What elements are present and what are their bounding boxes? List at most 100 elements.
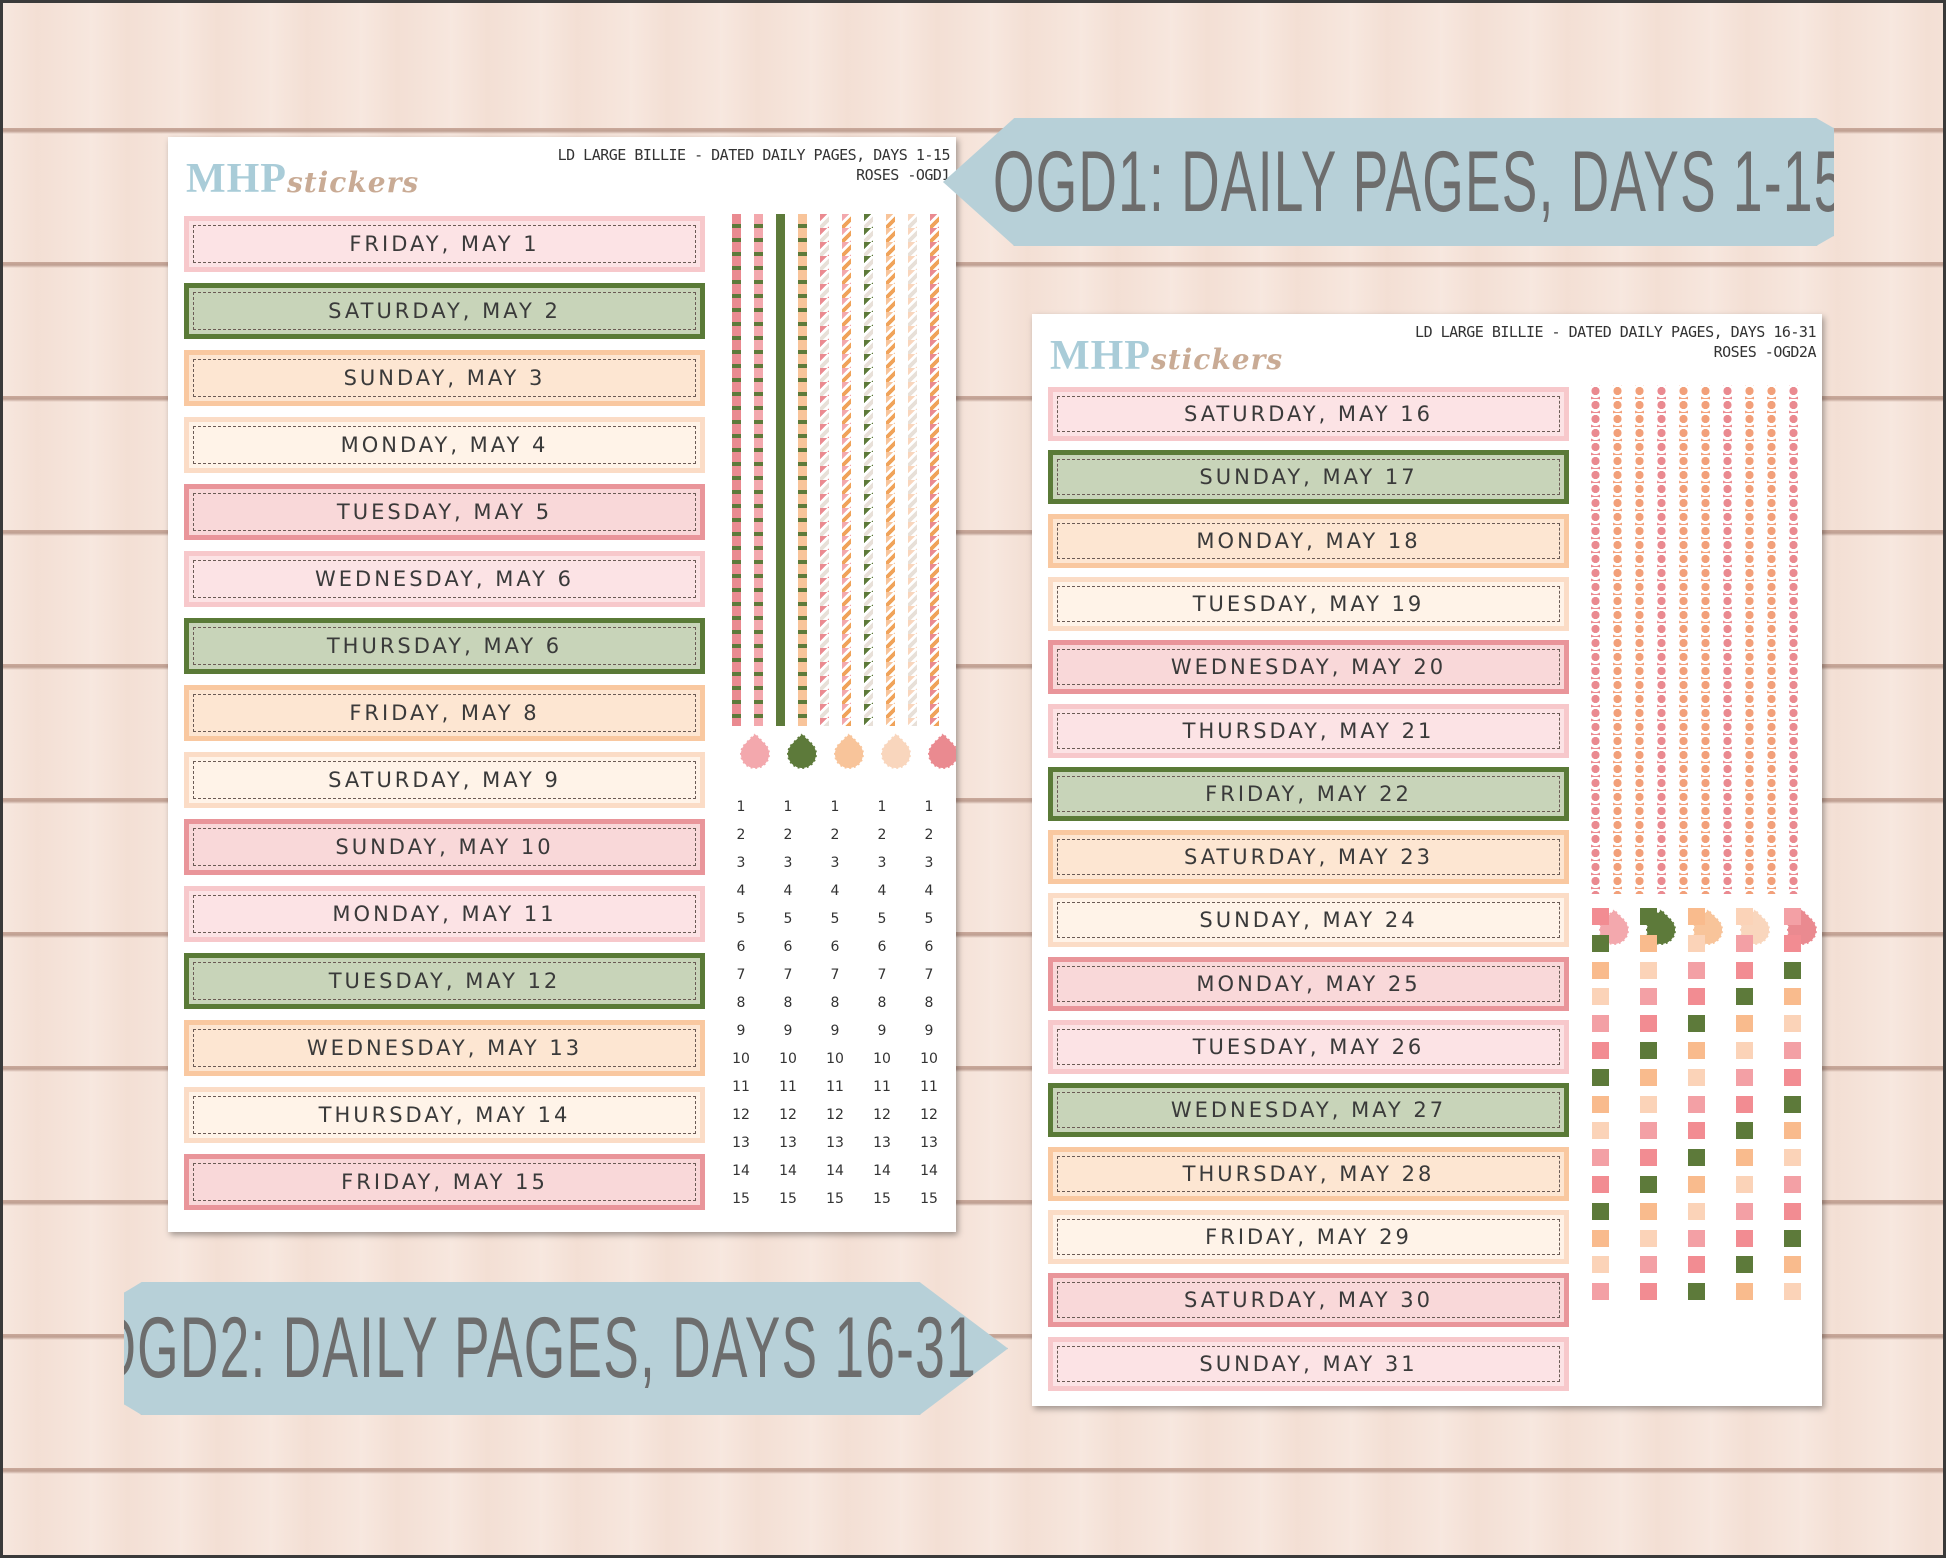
day-label: SUNDAY, MAY 17 <box>1048 450 1569 505</box>
dashed-border <box>193 426 696 464</box>
day-label-text: SATURDAY, MAY 2 <box>328 299 561 323</box>
day-label: SATURDAY, MAY 16 <box>1048 387 1569 441</box>
washi-strip <box>1723 385 1732 894</box>
washi-strip <box>1591 385 1600 894</box>
header-line: LD LARGE BILLIE - DATED DAILY PAGES, DAY… <box>557 146 951 164</box>
dashed-border <box>1057 965 1560 1002</box>
square-sticker <box>1736 934 1753 952</box>
dashed-border <box>193 828 696 866</box>
square-sticker <box>1688 1176 1705 1193</box>
number-sticker: 7 <box>877 967 887 983</box>
sheet-header: LD LARGE BILLIE - DATED DAILY PAGES, DAY… <box>1415 322 1816 362</box>
number-sticker: 10 <box>873 1051 891 1067</box>
dashed-border <box>193 225 696 263</box>
square-sticker <box>1640 934 1657 952</box>
day-label-text: SUNDAY, MAY 24 <box>1199 908 1418 933</box>
square-sticker <box>1640 1229 1657 1247</box>
washi-strip <box>1635 385 1644 894</box>
square-sticker <box>1736 1149 1753 1167</box>
washi-strip <box>1745 385 1754 894</box>
dashed-border <box>1057 522 1560 559</box>
day-label: THURSDAY, MAY 28 <box>1048 1146 1569 1201</box>
day-label: THURSDAY, MAY 21 <box>1048 703 1569 758</box>
banner: OGD2: DAILY PAGES, DAYS 16-31 <box>124 1282 1008 1415</box>
number-sticker: 13 <box>779 1135 797 1151</box>
number-sticker: 15 <box>920 1191 938 1207</box>
number-sticker: 5 <box>877 911 887 927</box>
day-label-text: WEDNESDAY, MAY 13 <box>306 1036 583 1060</box>
square-sticker <box>1784 988 1801 1006</box>
square-sticker <box>1688 1149 1705 1167</box>
day-label: TUESDAY, MAY 5 <box>184 484 705 540</box>
day-label: MONDAY, MAY 18 <box>1048 513 1569 568</box>
square-sticker <box>1736 1042 1753 1059</box>
square-sticker <box>1736 1256 1753 1274</box>
day-label: TUESDAY, MAY 26 <box>1048 1020 1569 1074</box>
washi-strip <box>1767 385 1776 894</box>
square-sticker <box>1688 1068 1705 1086</box>
square-sticker <box>1784 1283 1801 1301</box>
number-sticker: 12 <box>779 1107 797 1123</box>
square-sticker <box>1640 1095 1657 1113</box>
square-sticker <box>1688 1122 1705 1140</box>
number-sticker: 15 <box>732 1191 750 1207</box>
number-sticker: 7 <box>830 967 840 983</box>
square-sticker <box>1640 1202 1657 1220</box>
sheet-header: LD LARGE BILLIE - DATED DAILY PAGES, DAY… <box>557 145 951 185</box>
day-label: MONDAY, MAY 4 <box>184 417 705 473</box>
square-sticker <box>1784 1015 1801 1033</box>
day-label: FRIDAY, MAY 1 <box>184 216 705 272</box>
day-label-text: THURSDAY, MAY 14 <box>318 1103 571 1127</box>
day-label-text: FRIDAY, MAY 1 <box>349 232 540 256</box>
washi-strip <box>1613 385 1622 894</box>
number-sticker: 14 <box>826 1163 844 1179</box>
number-sticker: 12 <box>873 1107 891 1123</box>
day-label-text: SUNDAY, MAY 3 <box>343 366 546 390</box>
day-label-text: MONDAY, MAY 11 <box>332 902 557 926</box>
sticker-sheet: MHPstickers LD LARGE BILLIE - DATED DAILY… <box>168 137 956 1232</box>
square-sticker <box>1592 1202 1609 1220</box>
square-sticker <box>1784 1202 1801 1220</box>
day-label-text: MONDAY, MAY 18 <box>1196 528 1421 553</box>
square-sticker <box>1784 934 1801 952</box>
number-sticker: 11 <box>920 1079 938 1095</box>
dashed-border <box>193 560 696 598</box>
number-sticker: 15 <box>779 1191 797 1207</box>
square-sticker <box>1592 1229 1609 1247</box>
number-sticker: 14 <box>779 1163 797 1179</box>
number-sticker: 4 <box>830 883 840 899</box>
number-sticker: 13 <box>920 1135 938 1151</box>
square-sticker <box>1592 934 1609 952</box>
day-label: FRIDAY, MAY 15 <box>184 1154 705 1210</box>
number-sticker: 15 <box>826 1191 844 1207</box>
number-sticker: 11 <box>732 1079 750 1095</box>
day-label-text: SUNDAY, MAY 17 <box>1199 465 1418 490</box>
number-sticker: 5 <box>783 911 793 927</box>
washi-strip <box>930 214 939 726</box>
square-sticker <box>1592 1122 1609 1140</box>
number-sticker: 2 <box>924 827 934 843</box>
washi-strip <box>754 214 763 726</box>
day-label-text: SATURDAY, MAY 23 <box>1183 845 1434 870</box>
dashed-border <box>1057 1092 1560 1129</box>
number-sticker: 11 <box>779 1079 797 1095</box>
square-sticker <box>1784 908 1801 925</box>
square-sticker <box>1640 1015 1657 1033</box>
square-sticker <box>1736 1068 1753 1086</box>
day-label: SUNDAY, MAY 10 <box>184 819 705 875</box>
number-sticker: 4 <box>736 883 746 899</box>
washi-strip <box>842 214 851 726</box>
number-sticker: 4 <box>877 883 887 899</box>
day-label: WEDNESDAY, MAY 27 <box>1048 1083 1569 1138</box>
day-label: WEDNESDAY, MAY 20 <box>1048 640 1569 695</box>
square-sticker <box>1592 1283 1609 1301</box>
square-sticker <box>1784 1122 1801 1140</box>
day-label: SATURDAY, MAY 2 <box>184 283 705 339</box>
square-sticker <box>1784 1095 1801 1113</box>
day-label-text: WEDNESDAY, MAY 27 <box>1170 1098 1447 1123</box>
washi-strip <box>1789 385 1798 894</box>
washi-strip <box>798 214 807 726</box>
number-sticker: 7 <box>736 967 746 983</box>
drop-sticker <box>733 732 777 776</box>
